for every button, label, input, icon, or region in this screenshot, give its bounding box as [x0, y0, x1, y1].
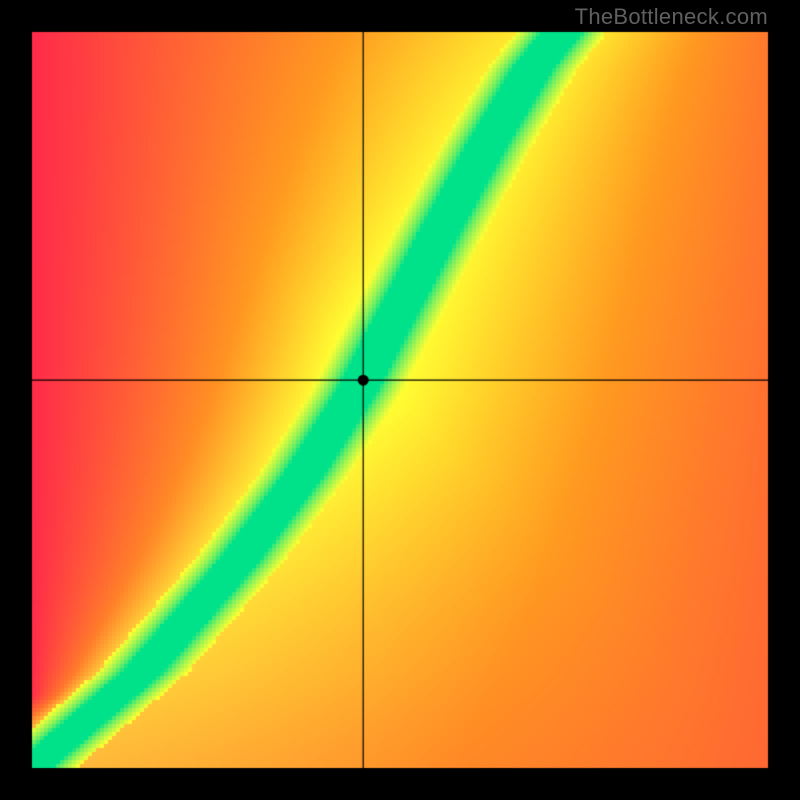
watermark-text: TheBottleneck.com [575, 4, 768, 30]
chart-container: TheBottleneck.com [0, 0, 800, 800]
heatmap-canvas [0, 0, 800, 800]
